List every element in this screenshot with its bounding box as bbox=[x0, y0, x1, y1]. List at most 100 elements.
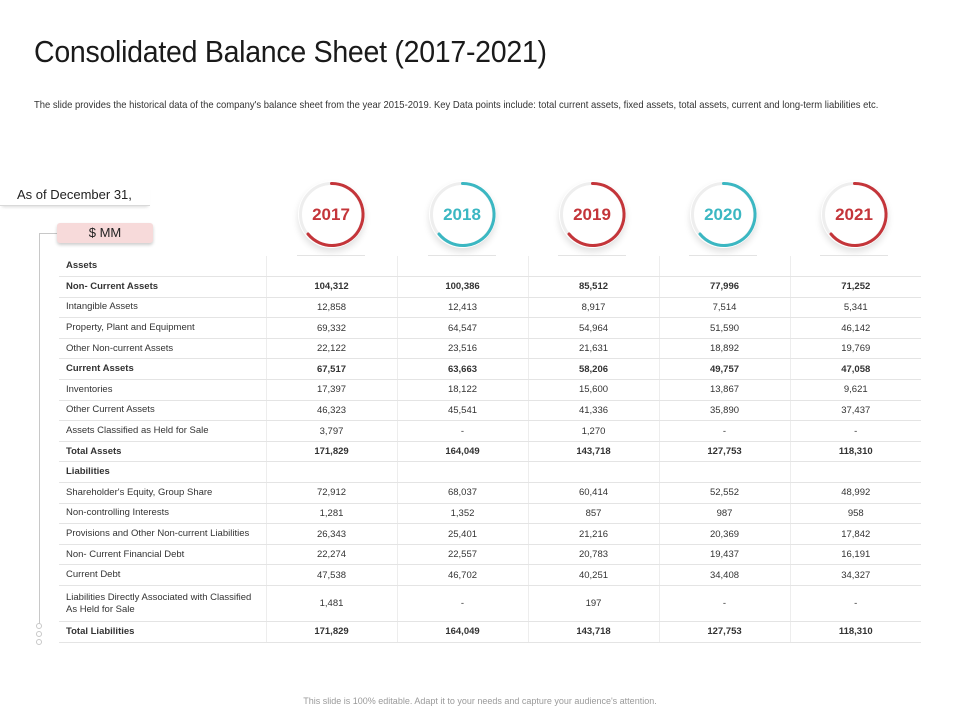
table-row: Property, Plant and Equipment 69,332 64,54… bbox=[59, 317, 921, 339]
cell-value: 127,753 bbox=[658, 621, 790, 643]
footer-note: This slide is 100% editable. Adapt it to… bbox=[303, 696, 657, 706]
balance-sheet-table: Assets Non- Current Assets 104,312 100,386 8… bbox=[59, 256, 921, 643]
cell-value: 37,437 bbox=[789, 400, 921, 422]
cell-value: 171,829 bbox=[265, 441, 397, 463]
cell-value: 16,191 bbox=[789, 544, 921, 566]
cell-value: 68,037 bbox=[396, 482, 528, 504]
cell-value: 22,122 bbox=[265, 338, 397, 360]
year-ring-icon bbox=[298, 181, 365, 247]
cell-value: - bbox=[396, 420, 528, 442]
row-label: Intangible Assets bbox=[59, 297, 266, 319]
cell-value: 41,336 bbox=[527, 400, 659, 422]
cell-value: 104,312 bbox=[265, 276, 397, 298]
row-label: Liabilities bbox=[59, 461, 266, 484]
cell-value: 46,142 bbox=[789, 317, 921, 339]
cell-value: 26,343 bbox=[265, 523, 397, 545]
cell-value: 118,310 bbox=[789, 621, 921, 643]
cell-value bbox=[527, 461, 659, 484]
cell-value: 5,341 bbox=[789, 297, 921, 319]
cell-value: 13,867 bbox=[658, 379, 790, 401]
year-underline bbox=[689, 255, 757, 256]
cell-value: 20,783 bbox=[527, 544, 659, 566]
page-title: Consolidated Balance Sheet (2017-2021) bbox=[34, 34, 547, 69]
table-row: Non-controlling Interests 1,281 1,352 857 98… bbox=[59, 503, 921, 525]
year-circle-2018: 2018 bbox=[428, 181, 496, 248]
row-label: Total Assets bbox=[59, 441, 266, 463]
cell-value: 17,397 bbox=[265, 379, 397, 401]
cell-value: 52,552 bbox=[658, 482, 790, 504]
cell-value: 25,401 bbox=[396, 523, 528, 545]
table-row: Non- Current Assets 104,312 100,386 85,512 7… bbox=[59, 276, 921, 298]
cell-value: 21,216 bbox=[527, 523, 659, 545]
cell-value: 958 bbox=[789, 503, 921, 525]
row-label: Total Liabilities bbox=[59, 621, 266, 643]
cell-value: 987 bbox=[658, 503, 790, 525]
cell-value: 34,408 bbox=[658, 564, 790, 586]
page-description: The slide provides the historical data o… bbox=[34, 99, 879, 111]
table-row: Assets Classified as Held for Sale 3,797-… bbox=[59, 420, 921, 442]
row-label: Current Debt bbox=[59, 564, 266, 586]
year-label: 2019 bbox=[573, 204, 611, 224]
table-row: Total Liabilities 171,829 164,049 143,718 12… bbox=[59, 621, 921, 643]
cell-value: 77,996 bbox=[658, 276, 790, 298]
cell-value: 71,252 bbox=[789, 276, 921, 298]
cell-value: 9,621 bbox=[789, 379, 921, 401]
cell-value bbox=[396, 461, 528, 484]
unit-badge: $ MM bbox=[57, 223, 153, 243]
table-row: Assets bbox=[59, 256, 921, 278]
table-row: Current Debt 47,538 46,702 40,251 34,408 34,3… bbox=[59, 564, 921, 586]
table-row: Liabilities bbox=[59, 461, 921, 484]
row-label: Provisions and Other Non-current Liabili… bbox=[59, 523, 266, 545]
table-row: Shareholder's Equity, Group Share 72,912 6… bbox=[59, 482, 921, 504]
year-label: 2017 bbox=[312, 204, 350, 224]
cell-value: 857 bbox=[527, 503, 659, 525]
year-ring-icon bbox=[690, 181, 757, 247]
row-label: Assets Classified as Held for Sale bbox=[59, 420, 266, 442]
row-label: Other Current Assets bbox=[59, 400, 266, 422]
cell-value: - bbox=[658, 420, 790, 442]
table-row: Intangible Assets 12,858 12,413 8,917 7,514 5… bbox=[59, 297, 921, 319]
row-label: Current Assets bbox=[59, 358, 266, 381]
row-label: Property, Plant and Equipment bbox=[59, 317, 266, 339]
cell-value: 72,912 bbox=[265, 482, 397, 504]
cell-value: 35,890 bbox=[658, 400, 790, 422]
row-label: Non-controlling Interests bbox=[59, 503, 266, 525]
cell-value: 46,323 bbox=[265, 400, 397, 422]
cell-value: 1,481 bbox=[265, 585, 397, 622]
cell-value bbox=[527, 256, 659, 278]
table-row: Current Assets 67,517 63,663 58,206 49,757 47… bbox=[59, 358, 921, 381]
year-ring-icon bbox=[429, 181, 496, 247]
cell-value: 164,049 bbox=[396, 621, 528, 643]
cell-value: 40,251 bbox=[527, 564, 659, 586]
cell-value: 143,718 bbox=[527, 441, 659, 463]
cell-value: 34,327 bbox=[789, 564, 921, 586]
cell-value: 51,590 bbox=[658, 317, 790, 339]
cell-value: 47,538 bbox=[265, 564, 397, 586]
cell-value: 22,557 bbox=[396, 544, 528, 566]
table-row: Total Assets 171,829 164,049 143,718 127,753… bbox=[59, 441, 921, 463]
row-bracket-line bbox=[39, 233, 57, 625]
cell-value: 21,631 bbox=[527, 338, 659, 360]
cell-value: 58,206 bbox=[527, 358, 659, 381]
bracket-dots bbox=[36, 623, 44, 647]
cell-value: - bbox=[789, 420, 921, 442]
row-label: Shareholder's Equity, Group Share bbox=[59, 482, 266, 504]
cell-value bbox=[265, 256, 397, 278]
cell-value: 1,270 bbox=[527, 420, 659, 442]
cell-value bbox=[658, 461, 790, 484]
year-circle-2017: 2017 bbox=[297, 181, 365, 248]
cell-value bbox=[789, 256, 921, 278]
row-label: Non- Current Assets bbox=[59, 276, 266, 298]
year-circle-2020: 2020 bbox=[689, 181, 757, 248]
year-underline bbox=[428, 255, 496, 256]
year-underline bbox=[297, 255, 365, 256]
as-of-label: As of December 31, bbox=[0, 186, 150, 206]
year-underline bbox=[558, 255, 626, 256]
cell-value: - bbox=[789, 585, 921, 622]
cell-value: 46,702 bbox=[396, 564, 528, 586]
cell-value bbox=[265, 461, 397, 484]
cell-value bbox=[789, 461, 921, 484]
cell-value: 15,600 bbox=[527, 379, 659, 401]
cell-value: 64,547 bbox=[396, 317, 528, 339]
year-label: 2018 bbox=[443, 204, 481, 224]
